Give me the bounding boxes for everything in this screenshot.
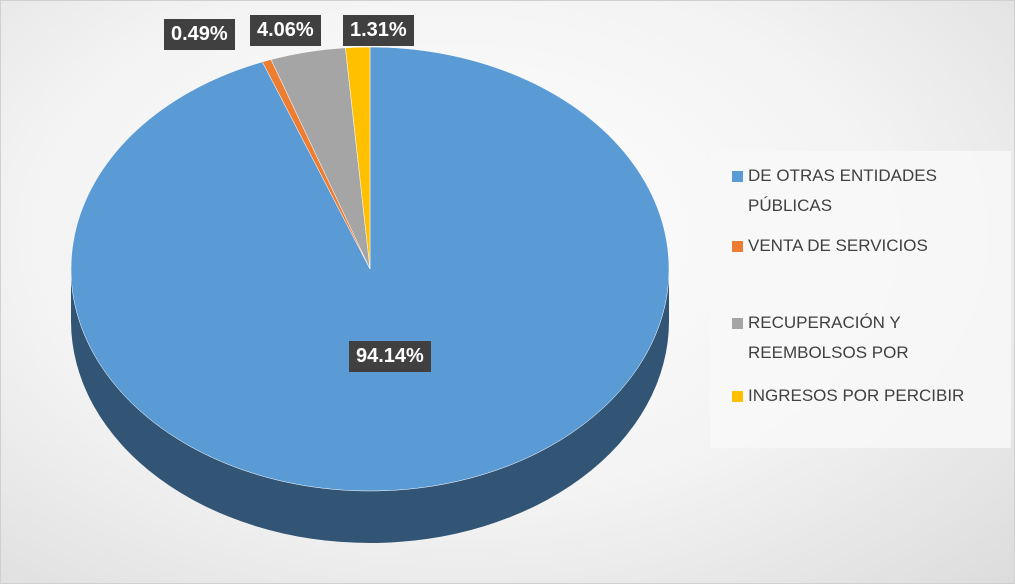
legend-swatch xyxy=(732,171,743,182)
legend-swatch xyxy=(732,241,743,252)
slice xyxy=(345,46,371,270)
data-label: 94.14% xyxy=(349,341,431,372)
data-label: 4.06% xyxy=(250,15,321,46)
legend-swatch xyxy=(732,391,743,402)
legend-label: INGRESOS POR PERCIBIR xyxy=(748,386,965,405)
legend-label: RECUPERACIÓN Y REEMBOLSOS POR xyxy=(748,313,909,362)
legend: DE OTRAS ENTIDADES PÚBLICAS VENTA DE SERV… xyxy=(710,151,1011,448)
legend-item: VENTA DE SERVICIOS xyxy=(732,231,998,261)
data-label: 0.49% xyxy=(164,19,235,50)
legend-item: DE OTRAS ENTIDADES PÚBLICAS xyxy=(732,161,998,221)
legend-label: VENTA DE SERVICIOS xyxy=(748,236,928,255)
legend-label: DE OTRAS ENTIDADES PÚBLICAS xyxy=(748,166,937,215)
data-label: 1.31% xyxy=(343,15,414,46)
legend-item: RECUPERACIÓN Y REEMBOLSOS POR xyxy=(732,308,998,368)
legend-swatch xyxy=(732,318,743,329)
slice-side xyxy=(71,269,669,543)
legend-item: INGRESOS POR PERCIBIR xyxy=(732,381,998,411)
